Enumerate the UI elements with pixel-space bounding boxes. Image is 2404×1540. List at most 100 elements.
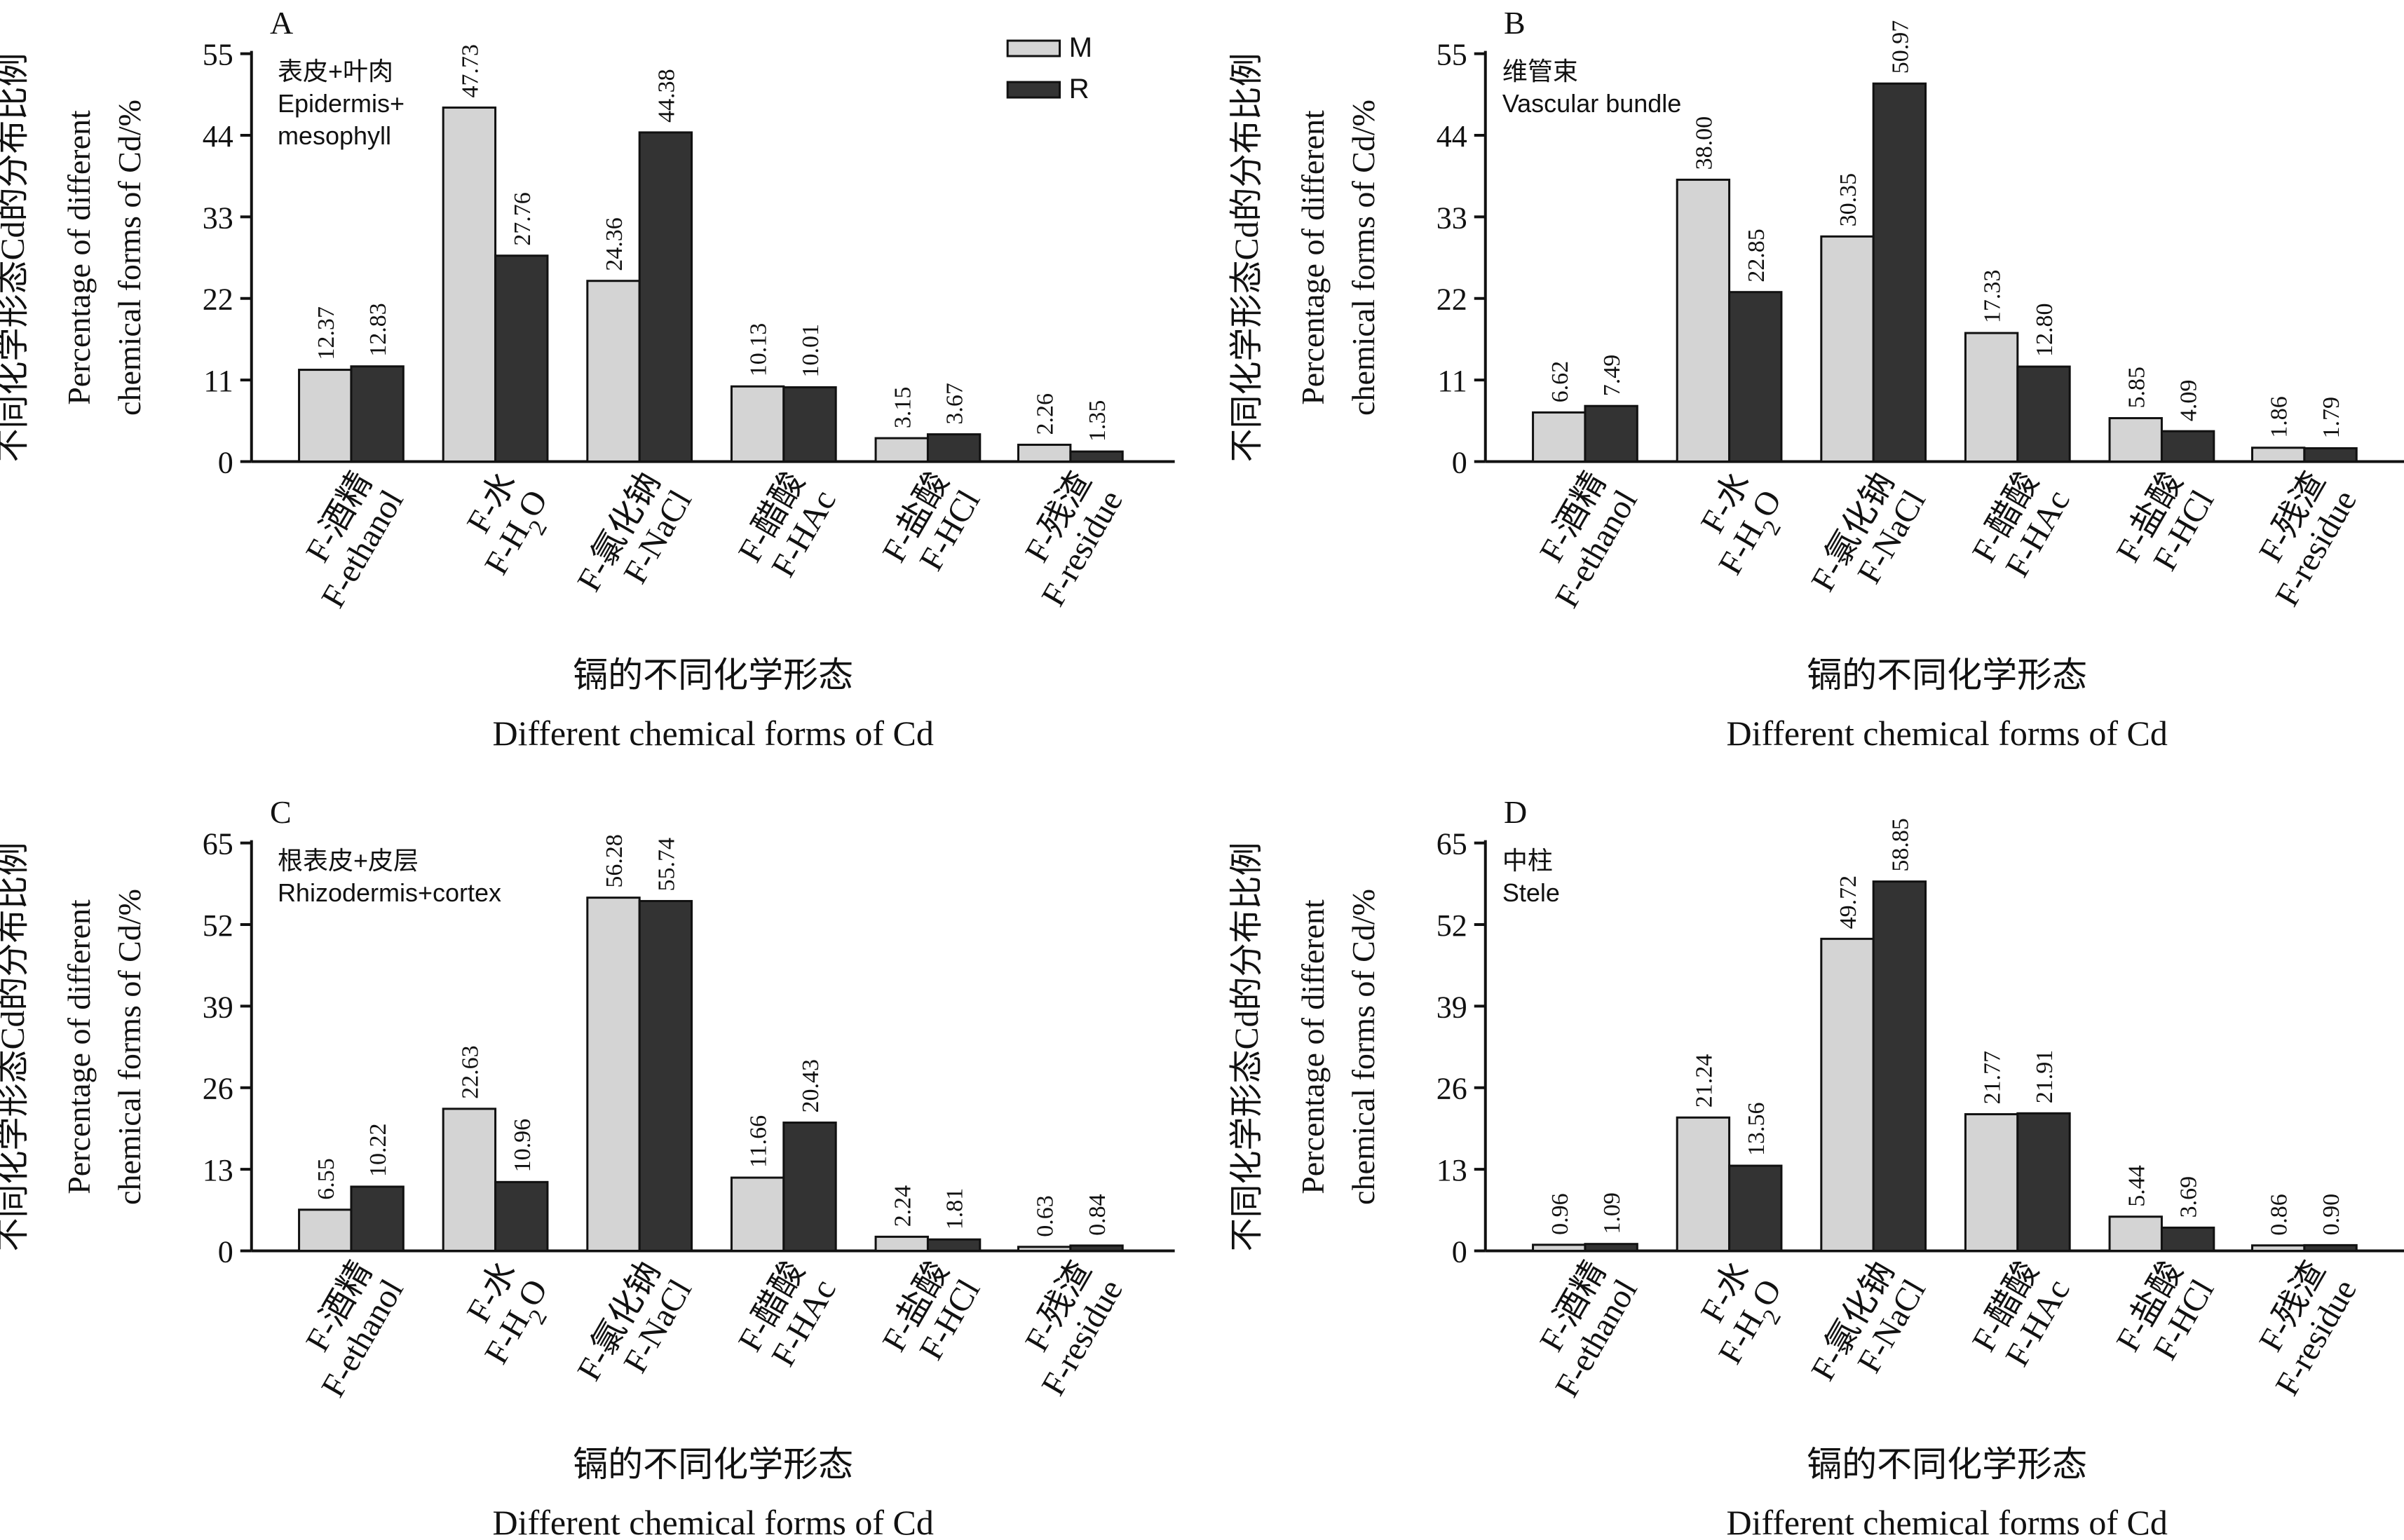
bar-R-3 bbox=[782, 386, 837, 463]
data-label-M-5: 0.63 bbox=[1033, 1195, 1059, 1237]
data-label-M-4: 5.85 bbox=[2124, 367, 2150, 409]
tissue-label-en: Stele bbox=[1502, 878, 1560, 907]
data-label-group: 10.01 bbox=[798, 324, 824, 378]
y-tick-label: 52 bbox=[1437, 908, 1467, 943]
category-label-group: F-残渣F-residue bbox=[2252, 1255, 2364, 1401]
data-label-M-1: 21.24 bbox=[1691, 1054, 1717, 1108]
bar-M-4 bbox=[874, 437, 929, 463]
bar-R-5 bbox=[1069, 450, 1124, 463]
data-label-group: 30.35 bbox=[1835, 173, 1861, 227]
category-label-group: F-盐酸F-HCl bbox=[2110, 1255, 2222, 1366]
data-label-R-5: 1.79 bbox=[2318, 397, 2344, 439]
y-tick-label: 0 bbox=[1452, 1234, 1467, 1269]
data-label-group: 27.76 bbox=[510, 192, 536, 246]
data-label-group: 58.85 bbox=[1887, 818, 1913, 872]
bar-R-2 bbox=[638, 131, 693, 463]
y-tick-label: 22 bbox=[1437, 282, 1467, 317]
bar-M-2 bbox=[1820, 937, 1875, 1252]
bar-M-5 bbox=[2251, 1244, 2306, 1252]
data-label-group: 10.13 bbox=[746, 323, 772, 377]
y-tick-label: 39 bbox=[1437, 990, 1467, 1024]
category-label-group: F-酒精F-ethanol bbox=[299, 1255, 411, 1403]
bar-R-1 bbox=[1728, 291, 1783, 463]
data-label-M-0: 6.62 bbox=[1547, 361, 1573, 403]
y-tick-label: 0 bbox=[218, 1234, 233, 1269]
data-label-group: 49.72 bbox=[1835, 875, 1861, 929]
y-axis-label-zh: 不同化学形态Cd的分布比例 bbox=[0, 53, 32, 462]
y-tick-label: 55 bbox=[203, 38, 233, 72]
data-label-group: 7.49 bbox=[1599, 355, 1625, 397]
bar-M-0 bbox=[1532, 411, 1587, 463]
data-label-M-5: 1.86 bbox=[2267, 396, 2293, 438]
y-tick-label: 26 bbox=[1437, 1072, 1467, 1106]
tissue-label-en: Vascular bundle bbox=[1502, 89, 1682, 118]
y-tick-label: 13 bbox=[203, 1153, 233, 1187]
category-label-group: F-酒精F-ethanol bbox=[1533, 465, 1645, 614]
bar-M-1 bbox=[1676, 1116, 1731, 1252]
data-label-M-4: 3.15 bbox=[890, 387, 916, 429]
data-label-M-2: 56.28 bbox=[602, 834, 627, 888]
data-label-group: 12.80 bbox=[2032, 304, 2058, 357]
category-label-group: F-水F-H2O bbox=[1694, 465, 1789, 580]
category-label-group: F-水F-H2O bbox=[460, 465, 555, 580]
y-tick-label: 39 bbox=[203, 990, 233, 1024]
bar-R-3 bbox=[2016, 365, 2071, 463]
bar-M-4 bbox=[874, 1235, 929, 1252]
y-tick-label: 52 bbox=[203, 908, 233, 943]
data-label-group: 56.28 bbox=[602, 834, 627, 888]
data-label-R-2: 55.74 bbox=[653, 838, 679, 892]
category-label-group: F-盐酸F-HCl bbox=[876, 1255, 988, 1366]
data-label-R-5: 0.84 bbox=[1085, 1194, 1111, 1236]
data-label-group: 21.77 bbox=[1980, 1051, 2006, 1105]
category-label-group: F-残渣F-residue bbox=[1018, 1255, 1130, 1401]
data-label-M-2: 24.36 bbox=[602, 217, 627, 271]
data-label-R-1: 27.76 bbox=[510, 192, 536, 246]
chart-panel-B: 不同化学形态Cd的分布比例 Percentage of different chem… bbox=[1228, 5, 2404, 753]
legend-label-R: R bbox=[1069, 74, 1089, 104]
bar-M-0 bbox=[298, 369, 353, 463]
bar-R-3 bbox=[2016, 1112, 2071, 1252]
chart-panel-D: 不同化学形态Cd的分布比例 Percentage of different chem… bbox=[1228, 794, 2404, 1540]
data-label-group: 0.86 bbox=[2267, 1194, 2293, 1236]
data-label-group: 6.62 bbox=[1547, 361, 1573, 403]
category-label-group: F-醋酸F-HAc bbox=[1965, 465, 2077, 583]
panel-label: D bbox=[1504, 794, 1527, 830]
tissue-label-en: mesophyll bbox=[278, 121, 391, 150]
data-label-group: 50.97 bbox=[1887, 20, 1913, 74]
y-tick-label: 55 bbox=[1437, 38, 1467, 72]
bar-R-2 bbox=[1872, 82, 1927, 463]
y-axis-label-en-2: chemical forms of Cd/% bbox=[1345, 889, 1381, 1205]
y-axis-label-zh: 不同化学形态Cd的分布比例 bbox=[1228, 842, 1265, 1251]
data-label-R-4: 3.69 bbox=[2176, 1176, 2202, 1218]
bar-R-4 bbox=[926, 1238, 982, 1252]
bar-M-1 bbox=[1676, 178, 1731, 463]
bar-R-2 bbox=[1872, 880, 1927, 1252]
y-axis-label: 不同化学形态Cd的分布比例 Percentage of different chem… bbox=[1228, 53, 1381, 462]
data-label-M-2: 49.72 bbox=[1835, 875, 1861, 929]
y-axis-label-en-2: chemical forms of Cd/% bbox=[111, 100, 147, 416]
data-label-R-1: 13.56 bbox=[1744, 1103, 1770, 1157]
bar-M-3 bbox=[730, 1176, 785, 1252]
data-label-R-0: 12.83 bbox=[365, 303, 391, 357]
bar-R-4 bbox=[926, 433, 982, 463]
data-label-R-4: 1.81 bbox=[942, 1188, 968, 1230]
data-label-M-3: 10.13 bbox=[746, 323, 772, 377]
y-axis-label-zh: 不同化学形态Cd的分布比例 bbox=[0, 842, 32, 1251]
data-label-group: 21.91 bbox=[2032, 1050, 2058, 1104]
data-label-group: 4.09 bbox=[2176, 380, 2202, 422]
y-tick-label: 0 bbox=[1452, 445, 1467, 479]
data-label-group: 12.37 bbox=[313, 306, 339, 360]
data-label-group: 10.22 bbox=[365, 1123, 391, 1177]
bar-R-2 bbox=[638, 899, 693, 1252]
data-label-group: 3.15 bbox=[890, 387, 916, 429]
data-label-M-0: 12.37 bbox=[313, 306, 339, 360]
data-label-M-3: 21.77 bbox=[1980, 1051, 2006, 1105]
data-label-group: 0.96 bbox=[1547, 1193, 1573, 1235]
data-label-group: 1.35 bbox=[1085, 400, 1111, 442]
y-axis-label: 不同化学形态Cd的分布比例 Percentage of different chem… bbox=[1228, 842, 1381, 1251]
bar-M-3 bbox=[1964, 332, 2019, 463]
data-label-group: 21.24 bbox=[1691, 1054, 1717, 1108]
data-label-M-3: 17.33 bbox=[1980, 270, 2006, 324]
